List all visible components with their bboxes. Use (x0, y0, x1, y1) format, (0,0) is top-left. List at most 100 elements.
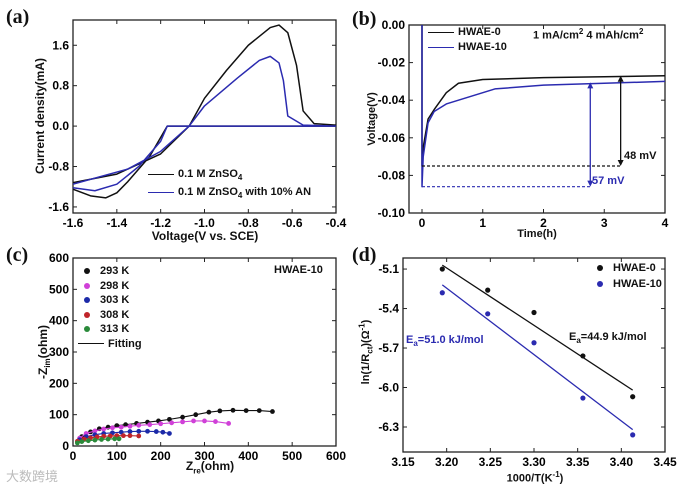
c-annotation-hwae10: HWAE-10 (274, 264, 323, 276)
b-plot-area (421, 25, 665, 188)
c-data-point (217, 408, 223, 414)
c-data-point (118, 424, 124, 430)
legend-label: 298 K (100, 279, 130, 292)
c-fitting-line (79, 420, 229, 439)
c-data-point (121, 433, 126, 439)
d-x-tick-label: 3.20 (435, 455, 459, 469)
c-data-point (85, 438, 91, 444)
d-y-tick-label: -5.4 (378, 302, 399, 316)
c-data-point (193, 412, 199, 418)
legend-label: Fitting (108, 337, 142, 350)
b-y-tick-label: -0.06 (378, 131, 406, 145)
c-data-point (160, 429, 166, 435)
legend-dot (84, 282, 90, 289)
c-data-point (180, 419, 185, 425)
legend-label: 313 K (100, 323, 130, 335)
c-data-point (213, 419, 218, 424)
a-y-tick-label: 0.8 (52, 79, 69, 93)
arrow-head-up-icon (587, 82, 594, 89)
b-y-tick-label: -0.02 (378, 56, 406, 70)
c-legend: 293 K 298 K 303 K 308 K 313 K Fitting (78, 264, 142, 352)
c-legend-item: 308 K (80, 308, 142, 323)
c-legend-item-fitting: Fitting (78, 337, 142, 352)
c-data-point (105, 436, 111, 442)
d-data-point (439, 290, 445, 296)
legend-line-black (148, 173, 174, 175)
b-annotation-57mv: 57 mV (592, 175, 625, 187)
c-legend-item: 313 K (80, 322, 142, 337)
d-y-axis-title: ln(1/Rct)(Ω-1) (357, 319, 375, 385)
c-data-point (256, 408, 262, 413)
a-x-tick-label: -1.4 (106, 216, 127, 230)
a-x-tick-label: -1.2 (150, 216, 171, 230)
legend-label: 293 K (100, 265, 130, 277)
legend-label: 303 K (100, 294, 130, 306)
b-x-axis-title: Time(h) (517, 228, 557, 240)
d-legend-item-2: HWAE-10 (593, 278, 662, 290)
d-x-tick-label: 3.25 (479, 455, 503, 469)
c-fitting-line (77, 435, 139, 442)
c-x-tick-label: 300 (194, 449, 214, 463)
c-x-tick-label: 600 (326, 449, 346, 463)
c-data-point (167, 431, 172, 436)
legend-dot-black (597, 265, 603, 272)
d-chart: 3.15 3.20 3.25 3.30 3.35 3.40 3.45 -5.1 -5.4 -5.7… (378, 257, 677, 469)
c-data-point (230, 407, 236, 413)
b-x-tick-label: 2 (540, 216, 547, 230)
d-legend-item-1: HWAE-0 (593, 262, 656, 274)
a-plot-frame (72, 19, 337, 214)
legend-label: 308 K (100, 308, 130, 321)
legend-line (78, 343, 104, 345)
b-chart: 0 1 2 3 4 0.00 -0.02 -0.04 -0.06 -0.08 -0.10 (378, 18, 669, 230)
d-data-point (531, 340, 537, 346)
d-data-point (630, 394, 636, 400)
arrow-head-down-icon (617, 160, 624, 166)
c-y-tick-label: 300 (49, 345, 69, 359)
c-data-point (243, 408, 249, 413)
panel-label-c: (c) (6, 244, 29, 266)
d-x-tick-label: 3.15 (391, 455, 415, 469)
c-data-point (136, 422, 142, 428)
a-x-tick-label: -0.8 (238, 216, 259, 230)
legend-line-black (428, 31, 454, 33)
d-ea-label-hwae0: Ea=44.9 kJ/mol (569, 331, 647, 346)
c-x-axis-title: Zre(ohm) (185, 459, 235, 476)
d-y-tick-label: -5.7 (378, 341, 399, 355)
d-fit-line (441, 264, 634, 391)
c-x-tick-label: 0 (70, 449, 77, 463)
c-data-point (99, 437, 104, 442)
a-y-tick-label: -1.6 (48, 200, 69, 214)
a-legend-item-1: 0.1 M ZnSO4 (148, 168, 242, 182)
c-legend-item: 303 K (80, 293, 142, 308)
c-y-tick-label: 0 (62, 439, 69, 453)
c-legend-item: 298 K (80, 279, 142, 294)
c-data-point (114, 423, 120, 429)
c-data-point (226, 421, 232, 426)
c-x-tick-label: 200 (151, 449, 171, 463)
d-ea-label-hwae10: Ea=51.0 kJ/mol (406, 334, 484, 349)
c-x-tick-label: 400 (238, 449, 258, 463)
d-fit-line (441, 284, 634, 431)
b-y-tick-label: -0.08 (378, 168, 406, 182)
c-y-tick-label: 500 (49, 282, 69, 296)
c-data-point (136, 433, 142, 439)
b-series-line (421, 25, 665, 188)
c-data-point (202, 418, 207, 424)
a-y-tick-label: 1.6 (52, 38, 69, 52)
d-y-tick-label: -5.1 (378, 262, 399, 276)
c-data-point (74, 440, 80, 446)
b-legend-item-2: HWAE-10 (428, 41, 507, 53)
d-x-tick-label: 3.40 (610, 455, 634, 469)
d-data-point (630, 432, 636, 438)
c-data-point (169, 420, 175, 426)
b-x-tick-label: 3 (601, 216, 608, 230)
c-data-point (116, 436, 122, 442)
c-data-point (79, 439, 85, 445)
c-data-point (136, 428, 142, 434)
c-data-point (118, 429, 124, 435)
d-x-tick-label: 3.35 (566, 455, 590, 469)
c-data-point (127, 433, 133, 439)
d-x-axis-title: 1000/T(K-1) (506, 470, 564, 485)
arrow-head-down-icon (587, 180, 594, 187)
